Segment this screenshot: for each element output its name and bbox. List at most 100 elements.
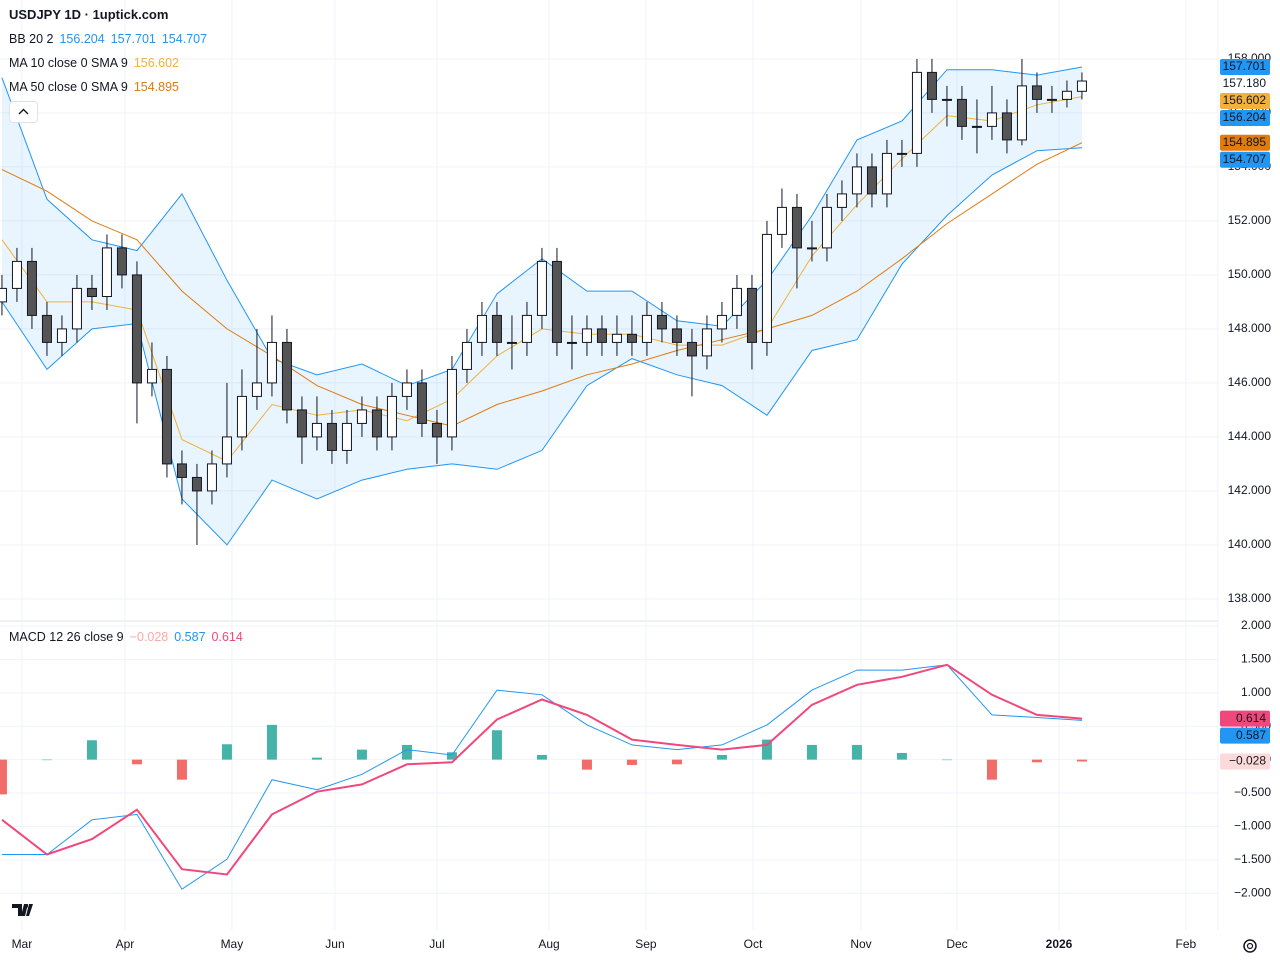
plot: [0, 58, 1087, 890]
candle-body: [941, 98, 952, 101]
candle-body: [731, 287, 742, 316]
price-badge-label: 157.180: [1223, 76, 1267, 90]
candle-body: [806, 247, 817, 250]
histogram-bar: [176, 759, 187, 780]
candle-body: [236, 395, 247, 438]
candle-body: [1046, 98, 1057, 101]
price-badge: [1220, 92, 1270, 109]
y-tick-label: 148.000: [1228, 321, 1272, 335]
histogram-bar: [1076, 759, 1087, 762]
candle-body: [86, 287, 97, 298]
price-badge-label: −0.028: [1229, 754, 1266, 768]
price-badge: [1220, 710, 1270, 727]
candle-body: [716, 314, 727, 330]
legend-text: 0.614: [211, 630, 243, 644]
legend-text: BB 20 2: [9, 32, 54, 46]
candle-body: [911, 71, 922, 154]
legend-row: BB 20 2 156.204 157.701 154.707: [9, 32, 213, 46]
candle-body: [161, 368, 172, 465]
histogram-bar: [356, 749, 367, 760]
legend-text: −0.028: [129, 630, 169, 644]
x-tick-label: Sep: [635, 937, 657, 951]
candle-body: [746, 287, 757, 343]
x-tick-label: Nov: [850, 937, 871, 951]
legend-text: MACD 12 26 close 9: [9, 630, 124, 644]
legend-row: MA 10 close 0 SMA 9 156.602: [9, 56, 185, 70]
legend-row: MACD 12 26 close 9 −0.028 0.587 0.614: [9, 630, 249, 644]
candle-body: [221, 436, 232, 465]
histogram-bar: [716, 754, 727, 760]
candle-body: [326, 422, 337, 451]
collapse-icon[interactable]: [10, 102, 37, 122]
candle-body: [146, 368, 157, 384]
candle-body: [11, 260, 22, 289]
candle-body: [401, 382, 412, 397]
candle-body: [116, 247, 127, 276]
y-tick-label: −1.500: [1234, 852, 1271, 866]
y-tick-label: −2.000: [1234, 885, 1271, 899]
collapse-button[interactable]: [9, 101, 38, 123]
candle-body: [476, 314, 487, 343]
x-tick-label: Jun: [325, 937, 344, 951]
signal-line: [1, 663, 1083, 876]
candle-body: [1031, 85, 1042, 100]
chevron[interactable]: [18, 108, 29, 115]
y-tick-label: 144.000: [1228, 429, 1272, 443]
candle-body: [1076, 80, 1087, 92]
legend-text: MA 10 close 0 SMA 9: [9, 56, 128, 70]
y-tick-label: 1.500: [1241, 652, 1271, 666]
candle-body: [266, 341, 277, 384]
grid: [0, 0, 1218, 930]
candle-body: [371, 409, 382, 438]
gear-hub[interactable]: [1246, 942, 1254, 950]
y-tick-label: −1.000: [1234, 819, 1271, 833]
x-tick-label: Feb: [1176, 937, 1197, 951]
legend-text: 154.707: [161, 32, 208, 46]
candle-body: [776, 206, 787, 235]
candle-body: [986, 112, 997, 127]
histogram-bar: [536, 754, 547, 760]
x-tick-label: Mar: [12, 937, 33, 951]
price-badge: [1220, 151, 1270, 168]
candle-body: [431, 422, 442, 438]
candle-body: [71, 287, 82, 330]
y-tick-label: 1.000: [1241, 685, 1271, 699]
histogram-bar: [41, 759, 52, 761]
candle-body: [251, 382, 262, 397]
macd-line: [2, 664, 1083, 890]
histogram-bar: [896, 752, 907, 760]
candle-body: [596, 328, 607, 343]
y-tick-label: 150.000: [1228, 267, 1272, 281]
x-tick-label: Aug: [538, 937, 559, 951]
candle-body: [506, 341, 517, 344]
histogram-bar: [581, 759, 592, 770]
candle-body: [461, 341, 472, 370]
candle-body: [356, 409, 367, 424]
price-badge-label: 0.587: [1236, 728, 1266, 742]
candle-body: [191, 476, 202, 492]
candle-body: [626, 333, 637, 343]
candle-body: [866, 166, 877, 195]
settings-icon[interactable]: [1243, 939, 1257, 953]
histogram-bar: [266, 724, 277, 760]
histogram-bar: [851, 744, 862, 760]
legend-row: MA 50 close 0 SMA 9 154.895: [9, 80, 185, 94]
price-badge: [1220, 727, 1270, 744]
price-badge-label: 156.602: [1223, 93, 1267, 107]
candle-body: [611, 333, 622, 343]
candle-body: [671, 328, 682, 343]
y-tick-label: 146.000: [1228, 375, 1272, 389]
candle-body: [836, 193, 847, 208]
candle-body: [821, 206, 832, 249]
y-tick-label: 142.000: [1228, 483, 1272, 497]
gear-ring[interactable]: [1243, 939, 1257, 953]
histogram-bar: [446, 752, 457, 760]
histogram-bar: [221, 744, 232, 760]
badges: 157.701 157.180 156.602 156.204 154.895 154.7…: [1220, 58, 1270, 770]
candle-body: [341, 422, 352, 451]
price-badge-label: 154.895: [1223, 135, 1267, 149]
candle-body: [206, 463, 217, 492]
candle-body: [446, 368, 457, 438]
